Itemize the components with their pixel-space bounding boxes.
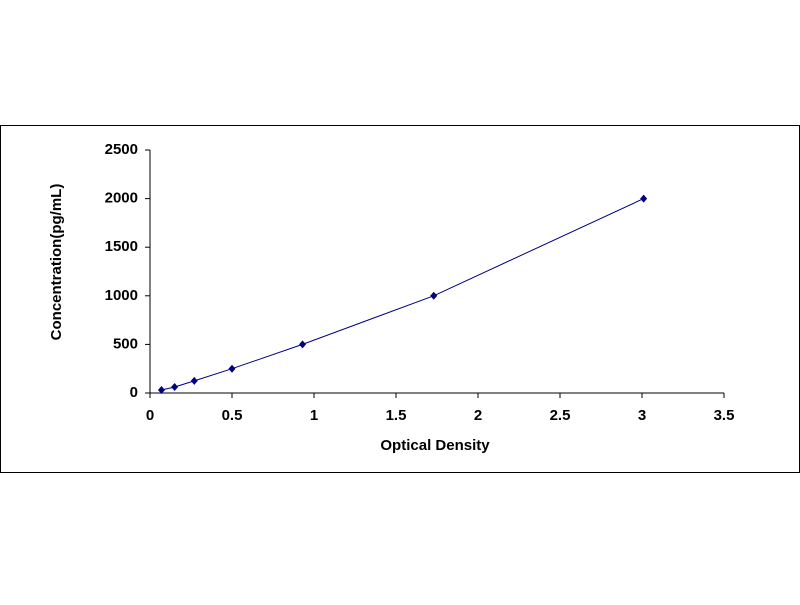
y-tick-label: 2500 — [105, 141, 138, 158]
chart-frame — [0, 125, 800, 473]
x-tick-label: 0.5 — [222, 407, 243, 424]
x-tick-label: 0 — [146, 407, 154, 424]
x-tick-label: 3 — [638, 407, 646, 424]
x-tick-label: 2 — [474, 407, 482, 424]
x-tick-label: 3.5 — [714, 407, 735, 424]
x-tick-label: 2.5 — [550, 407, 571, 424]
data-point — [190, 376, 198, 385]
y-tick-label: 1000 — [105, 287, 138, 304]
data-point — [157, 385, 165, 394]
x-tick-label: 1 — [310, 407, 318, 424]
y-axis-label: Concentration(pg/mL) — [48, 184, 65, 341]
y-tick-label: 2000 — [105, 190, 138, 207]
x-axis-label: Optical Density — [380, 437, 490, 454]
y-tick-label: 0 — [130, 384, 138, 401]
y-tick-label: 1500 — [105, 238, 138, 255]
data-point — [299, 340, 307, 349]
data-point — [228, 364, 236, 373]
data-point — [171, 382, 179, 391]
data-point — [430, 291, 438, 300]
y-tick-label: 500 — [113, 335, 138, 352]
data-point — [640, 194, 648, 203]
x-tick-label: 1.5 — [386, 407, 407, 424]
